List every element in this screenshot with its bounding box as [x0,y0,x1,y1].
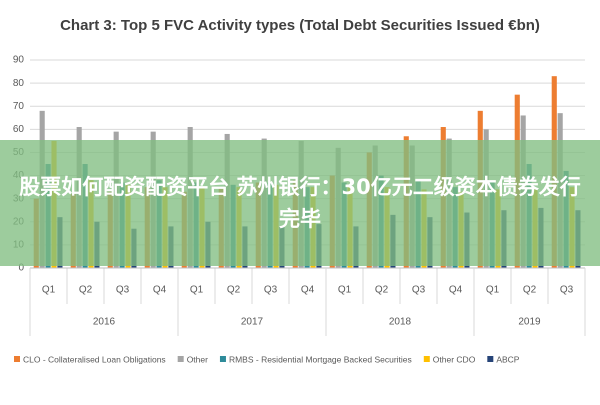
legend-label: Other [187,354,208,364]
legend-label: CLO - Collateralised Loan Obligations [23,354,166,364]
legend-label: RMBS - Residential Mortgage Backed Secur… [229,354,412,364]
legend-label: ABCP [496,354,519,364]
y-tick-label: 90 [13,55,25,66]
y-tick-label: 80 [13,78,25,89]
legend-swatch [219,356,226,362]
x-tick-label: Q3 [264,285,278,296]
x-tick-label: Q4 [301,285,315,296]
banner: 股票如何配资配资平台 苏州银行：30亿元二级资本债券发行完毕 [0,140,600,266]
banner-text: 股票如何配资配资平台 苏州银行：30亿元二级资本债券发行完毕 [19,175,581,231]
x-tick-label: Q1 [42,285,56,296]
x-tick-label: Q1 [486,285,500,296]
x-tick-label: Q2 [375,285,389,296]
legend-swatch [177,356,184,362]
x-tick-label: Q3 [116,285,130,296]
legend-label: Other CDO [433,354,476,364]
legend-swatch [487,356,494,362]
year-label: 2019 [518,317,541,328]
x-tick-label: Q4 [153,285,167,296]
x-tick-label: Q2 [523,285,537,296]
x-tick-label: Q3 [560,285,574,296]
legend-swatch [423,356,430,362]
x-tick-label: Q4 [449,285,463,296]
year-label: 2016 [93,317,116,328]
y-tick-label: 60 [13,124,25,135]
year-label: 2017 [241,317,264,328]
chart-title: Chart 3: Top 5 FVC Activity types (Total… [60,17,540,34]
year-label: 2018 [389,317,412,328]
x-tick-label: Q3 [412,285,426,296]
x-tick-label: Q2 [227,285,241,296]
legend-swatch [14,356,20,362]
y-tick-label: 70 [13,101,25,112]
x-tick-label: Q2 [79,285,93,296]
x-tick-label: Q1 [190,285,204,296]
x-tick-label: Q1 [338,285,352,296]
y-tick-label: 0 [18,263,24,274]
